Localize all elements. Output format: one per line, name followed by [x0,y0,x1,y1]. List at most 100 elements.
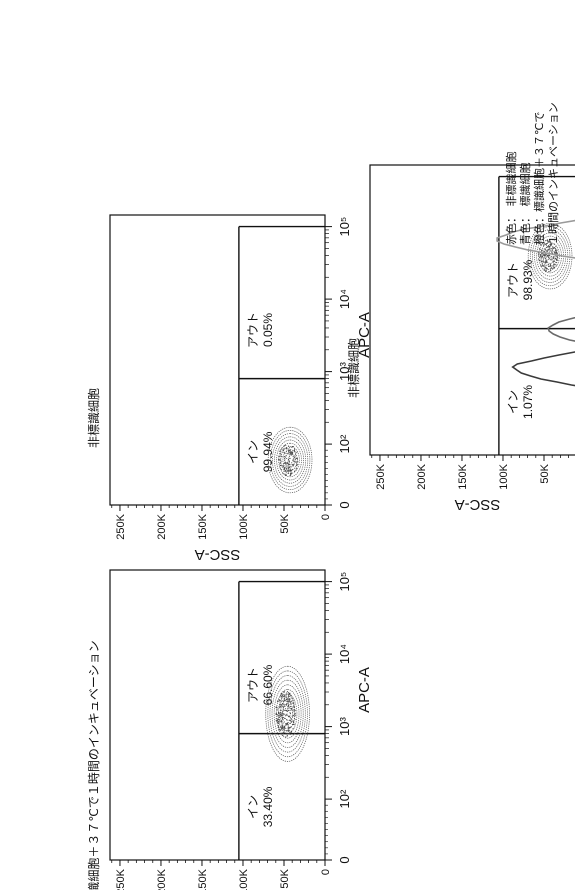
x-tick-label: 10⁴ [337,644,352,664]
y-tick-label: 0 [320,514,332,520]
event-dot [546,250,547,251]
event-dot [547,251,548,252]
event-dot [290,701,291,702]
event-dot [282,712,283,713]
y-tick-label: 250K [375,463,387,489]
event-dot [290,706,291,707]
event-dot [288,731,289,732]
event-dot [289,456,290,457]
event-dot [280,727,281,728]
event-dot [288,706,289,707]
event-dot [286,710,287,711]
event-dot [287,735,288,736]
event-dot [552,259,553,260]
event-dot [293,711,294,712]
event-dot [544,256,545,257]
x-tick-label: 10² [337,789,352,808]
event-dot [555,250,556,251]
y-tick-label: 150K [457,463,469,489]
event-dot [278,726,279,727]
event-dot [290,453,291,454]
event-dot [293,702,294,703]
event-dot [543,255,544,256]
event-dot [294,704,295,705]
event-dot [291,697,292,698]
event-dot [284,696,285,697]
event-dot [286,462,287,463]
event-dot [276,709,277,710]
event-dot [280,704,281,705]
event-dot [545,258,546,259]
event-dot [294,706,295,707]
x-tick-label: 10² [337,434,352,453]
event-dot [276,718,277,719]
event-dot [288,473,289,474]
event-dot [282,700,283,701]
event-dot [294,456,295,457]
event-dot [289,732,290,733]
event-dot [541,258,542,259]
event-dot [281,721,282,722]
event-dot [281,696,282,697]
event-dot [555,252,556,253]
event-dot [284,452,285,453]
event-dot [287,470,288,471]
event-dot [287,708,288,709]
event-dot [291,732,292,733]
event-dot [288,701,289,702]
event-dot [286,475,287,476]
event-dot [540,254,541,255]
event-dot [295,461,296,462]
event-dot [287,706,288,707]
gate-out-percent: 66.60% [261,664,275,705]
event-dot [288,460,289,461]
event-dot [283,707,284,708]
event-dot [290,466,291,467]
gate-in-label: イン [506,390,520,414]
event-dot [546,247,547,248]
event-dot [551,267,552,268]
event-dot [295,719,296,720]
event-dot [288,710,289,711]
event-dot [284,704,285,705]
event-dot [286,453,287,454]
event-dot [286,734,287,735]
event-dot [283,729,284,730]
panel-title: 非標識細胞 [87,388,101,448]
event-dot [548,259,549,260]
event-dot [555,248,556,249]
event-dot [544,248,545,249]
event-dot [553,263,554,264]
facs-panel-unlabeled: 050K100K150K200K250K010²10³10⁴10⁵APC-ASS… [87,215,373,563]
plot-frame [110,215,325,505]
event-dot [545,268,546,269]
event-dot [286,696,287,697]
event-dot [280,712,281,713]
event-dot [283,700,284,701]
event-dot [297,461,298,462]
event-dot [286,724,287,725]
event-dot [549,252,550,253]
event-dot [544,257,545,258]
event-dot [281,720,282,721]
event-dot [555,264,556,265]
event-dot [292,464,293,465]
event-dot [546,260,547,261]
event-dot [553,248,554,249]
event-dot [556,259,557,260]
event-dot [280,721,281,722]
gate-in-percent: 33.40% [261,786,275,827]
x-tick-label: 10⁵ [337,572,352,592]
event-dot [280,467,281,468]
event-dot [289,696,290,697]
event-dot [284,695,285,696]
event-dot [288,694,289,695]
event-dot [285,715,286,716]
event-dot [288,471,289,472]
event-dot [553,256,554,257]
event-dot [543,266,544,267]
event-dot [548,256,549,257]
event-dot [279,707,280,708]
event-dot [288,700,289,701]
event-dot [287,715,288,716]
